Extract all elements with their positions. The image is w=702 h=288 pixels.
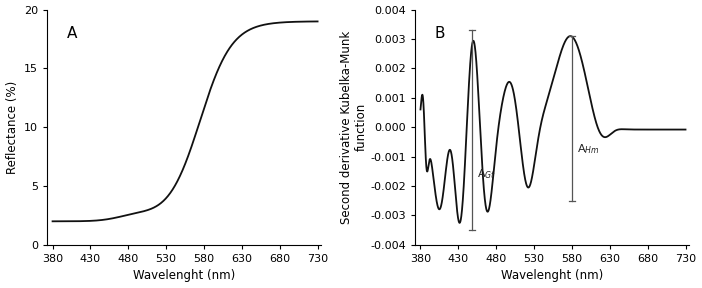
X-axis label: Wavelenght (nm): Wavelenght (nm) — [133, 270, 235, 283]
Text: B: B — [435, 26, 445, 41]
Text: A: A — [67, 26, 77, 41]
Y-axis label: Second derivative Kubelka-Munk
function: Second derivative Kubelka-Munk function — [340, 31, 368, 224]
Text: A$_{Hm}$: A$_{Hm}$ — [577, 142, 600, 156]
Y-axis label: Reflectance (%): Reflectance (%) — [6, 81, 18, 174]
X-axis label: Wavelenght (nm): Wavelenght (nm) — [501, 270, 603, 283]
Text: A$_{Gt}$: A$_{Gt}$ — [477, 167, 496, 181]
